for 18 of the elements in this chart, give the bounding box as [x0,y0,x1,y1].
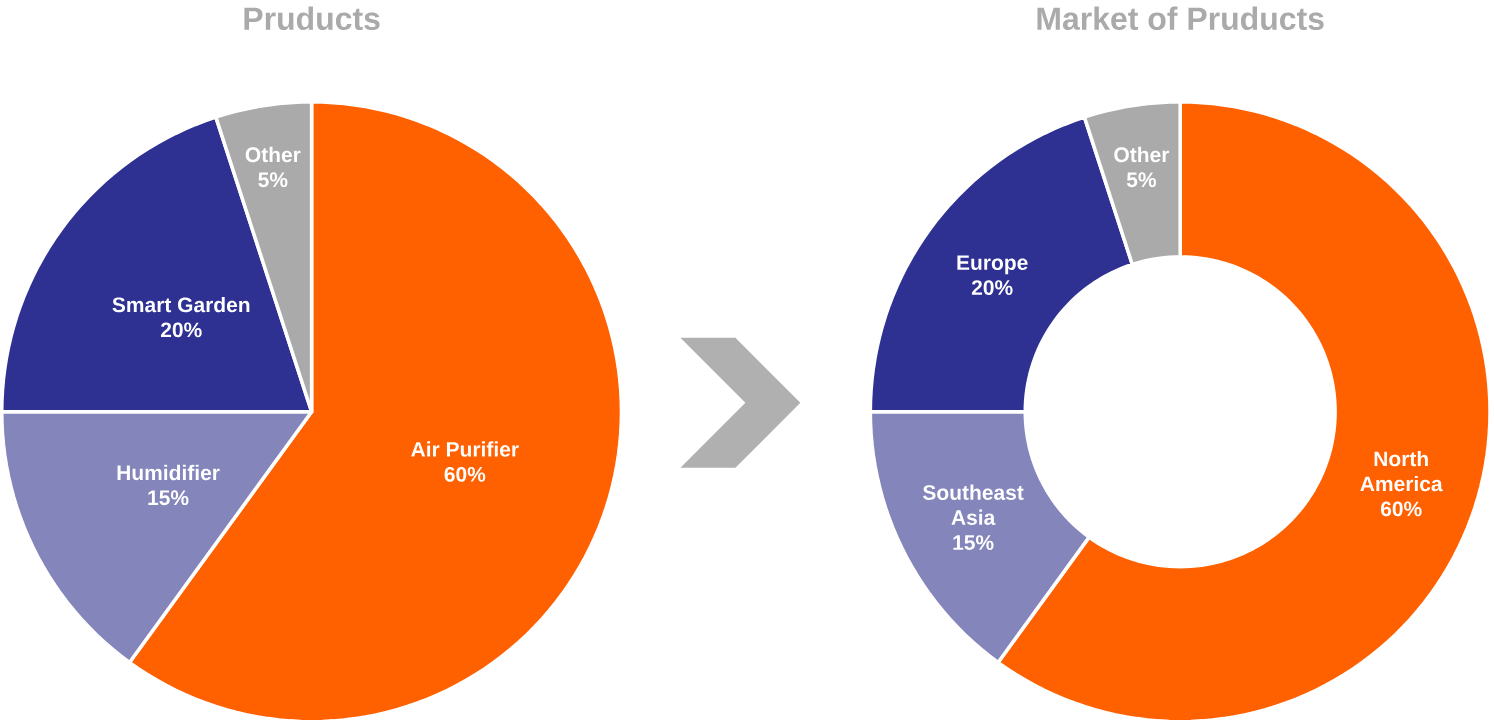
data-label: 60% [1380,501,1422,517]
slice-label: Humidifier [117,464,220,481]
slice-label: North America [1360,451,1443,492]
data-label: 15% [148,490,189,506]
slice-label: Southeast Asia [922,484,1024,526]
data-label: 15% [953,535,994,551]
slice-label: Other [245,146,301,163]
slice-label: Other [1114,146,1170,163]
chart-title: Pruducts [244,6,380,31]
data-label: 60% [444,467,486,482]
data-label: 20% [160,322,202,338]
data-label: 5% [258,172,288,188]
chart-title: Market of Pruducts [1037,6,1324,31]
slice-label: Smart Garden [112,297,250,313]
data-label: 20% [971,280,1013,296]
slice-label: Europe [957,255,1028,275]
slice-label: Air Purifier [411,441,519,457]
data-label: 5% [1126,172,1157,188]
